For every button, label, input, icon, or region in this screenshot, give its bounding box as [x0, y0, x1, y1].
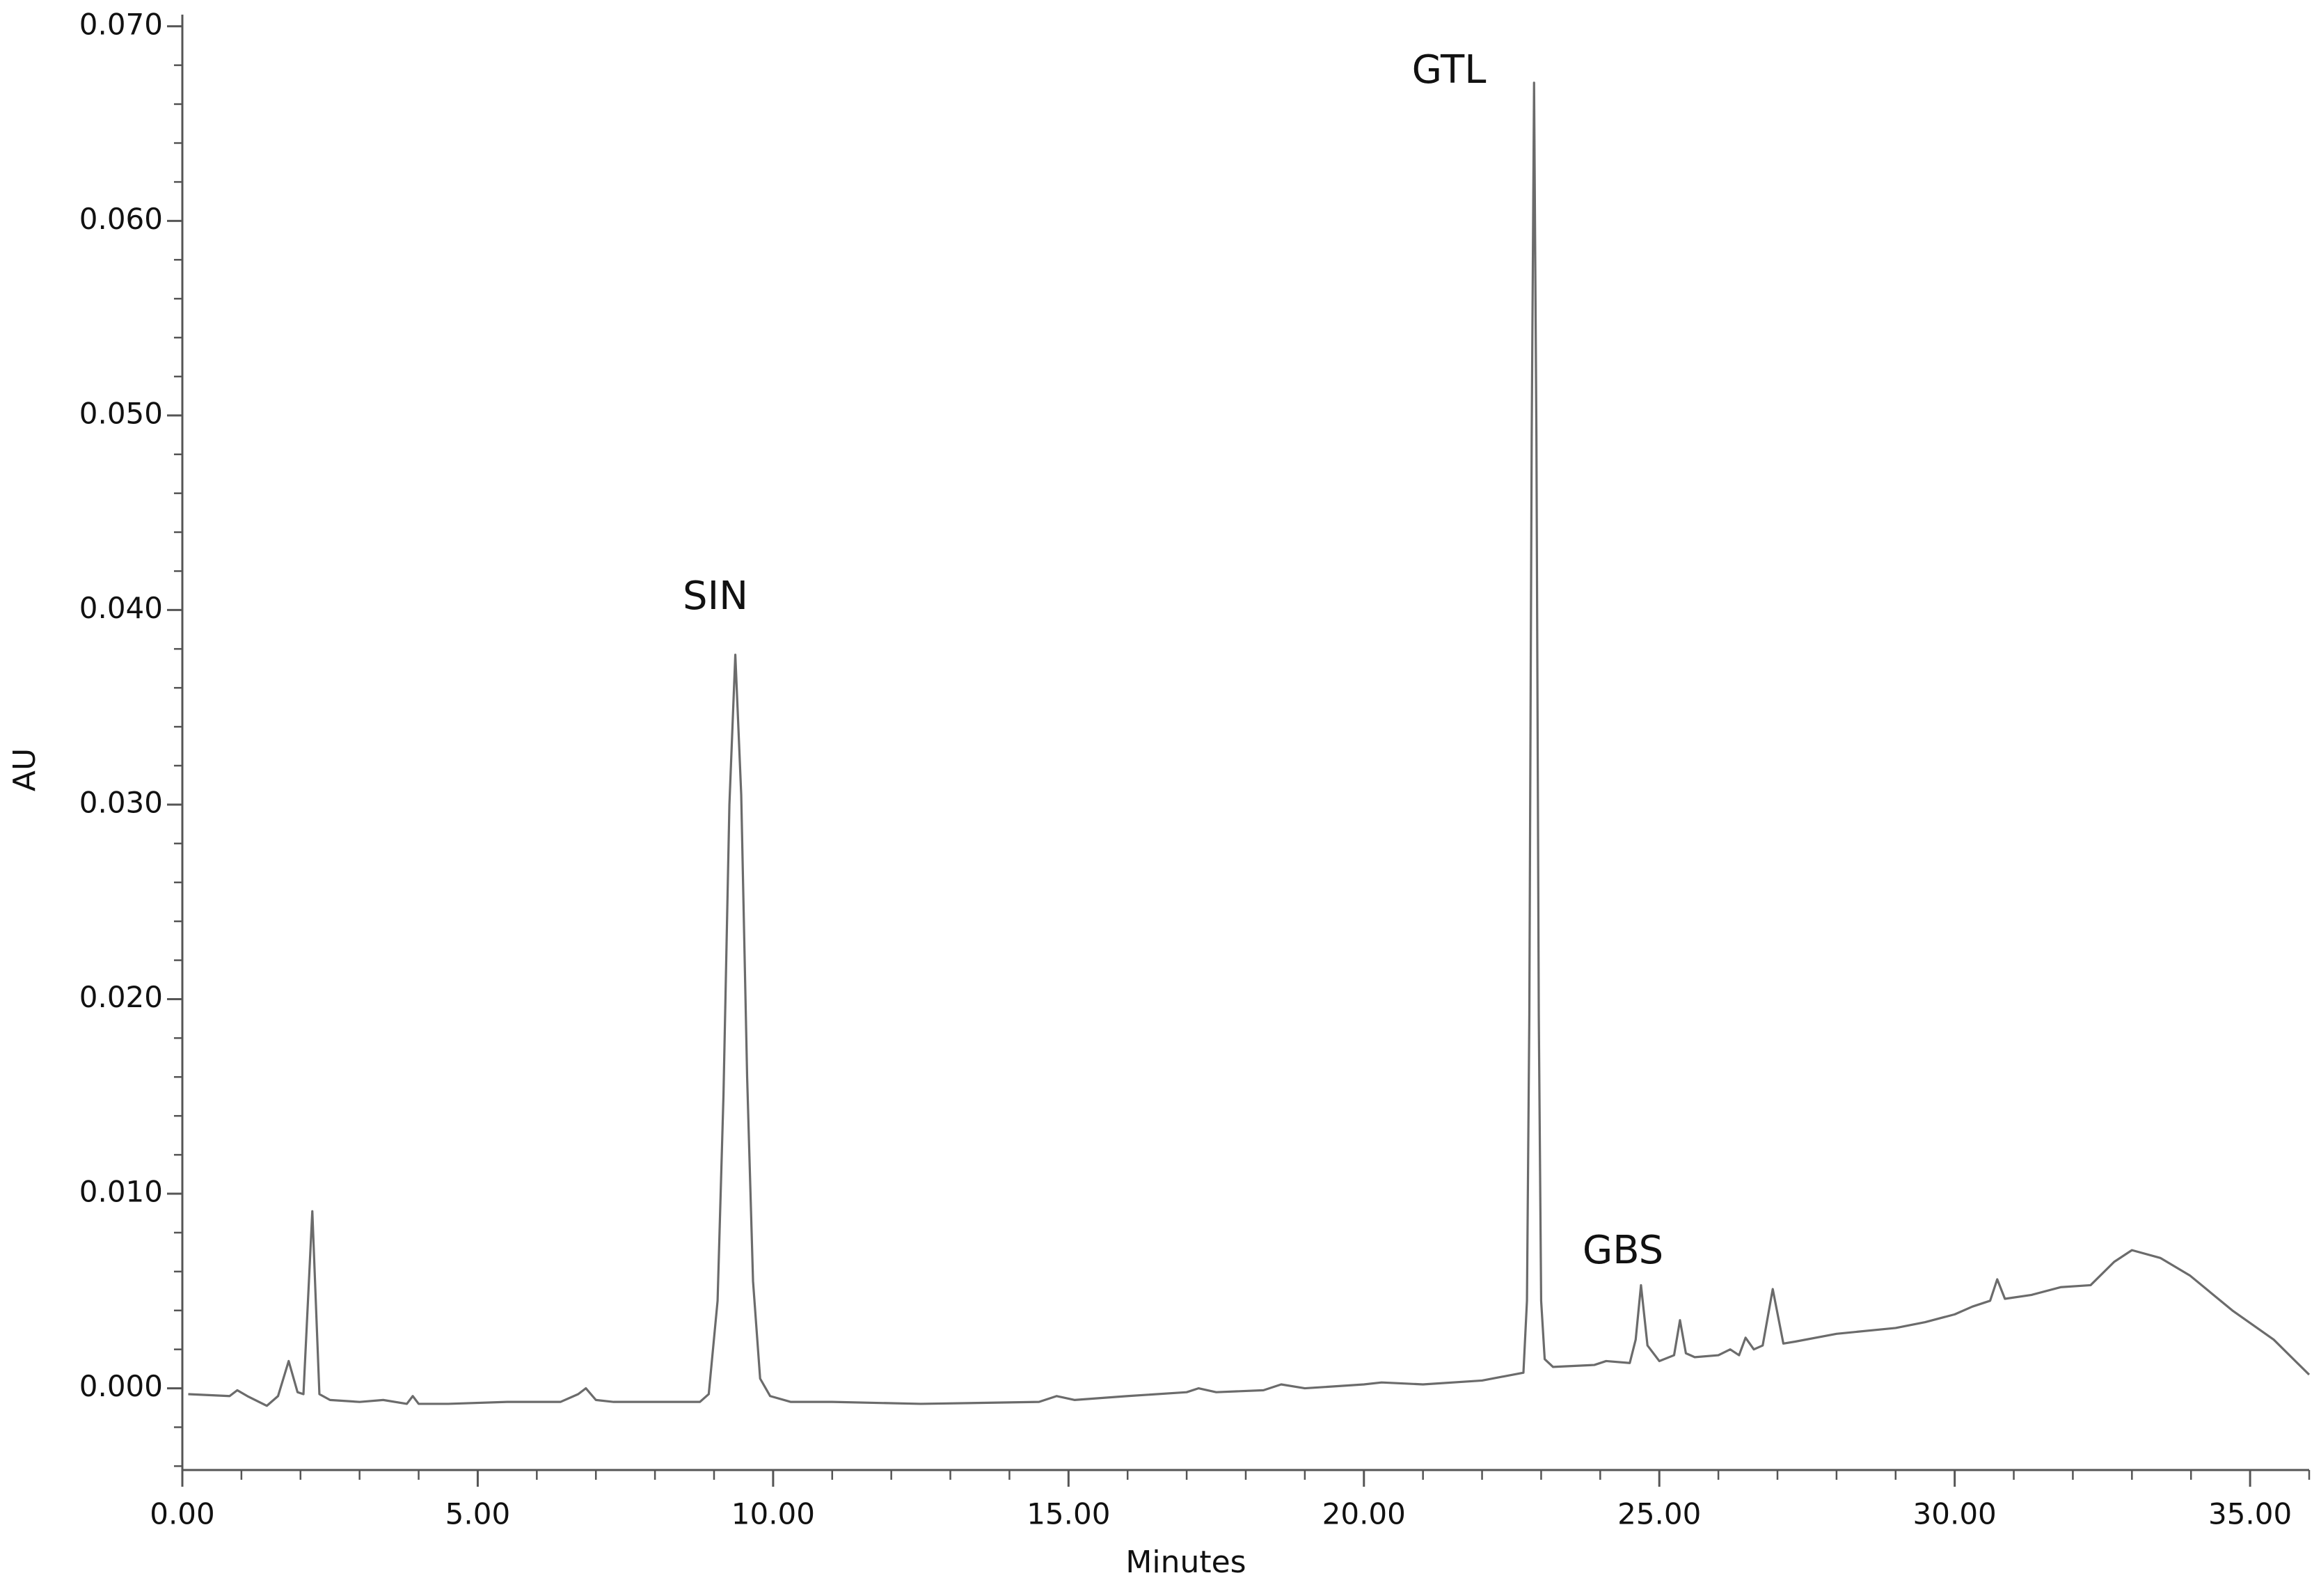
y-tick-label: 0.020 [79, 980, 163, 1014]
x-tick-label: 30.00 [1913, 1497, 1997, 1531]
y-tick-label: 0.030 [79, 785, 163, 819]
y-axis-title: AU [7, 748, 42, 791]
y-tick-label: 0.050 [79, 396, 163, 430]
x-tick-label: 15.00 [1027, 1497, 1110, 1531]
x-tick-label: 25.00 [1617, 1497, 1701, 1531]
x-tick-label: 0.00 [150, 1497, 215, 1531]
y-tick-label: 0.040 [79, 591, 163, 625]
x-axis-title: Minutes [1125, 1544, 1246, 1580]
y-tick-label: 0.010 [79, 1175, 163, 1209]
x-tick-label: 35.00 [2208, 1497, 2292, 1531]
peak-label: GBS [1583, 1228, 1663, 1273]
y-tick-label: 0.060 [79, 202, 163, 236]
peak-label: GTL [1412, 47, 1487, 93]
x-tick-label: 20.00 [1322, 1497, 1406, 1531]
x-tick-label: 5.00 [445, 1497, 511, 1531]
chromatogram-line [188, 81, 2311, 1407]
x-tick-label: 10.00 [731, 1497, 815, 1531]
y-tick-label: 0.070 [79, 7, 163, 41]
peak-label: SIN [683, 574, 748, 619]
y-tick-label: 0.000 [79, 1369, 163, 1403]
